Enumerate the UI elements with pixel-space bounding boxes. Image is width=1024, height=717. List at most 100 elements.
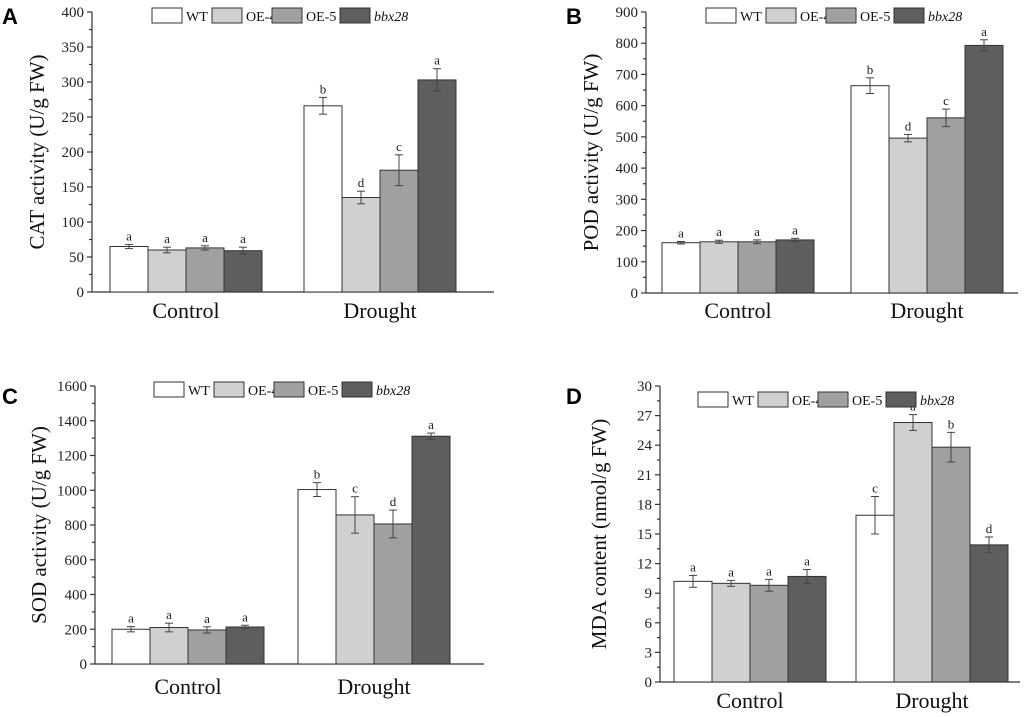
y-tick-label: 350	[62, 40, 85, 56]
bar-oe-5-control	[749, 584, 789, 683]
bar-oe-4-drought	[893, 422, 933, 683]
legend-label: WT	[732, 394, 754, 409]
bar-oe-4-drought	[341, 197, 381, 293]
significance-label: a	[164, 231, 170, 246]
significance-label: a	[434, 53, 440, 68]
chart-panel-b: B 0 100 200 300 400 500 600 700 800 900 POD activit…	[566, 4, 1018, 323]
y-tick-label: 30	[637, 379, 652, 395]
y-tick-label: 0	[77, 285, 85, 301]
significance-label: a	[728, 564, 734, 579]
bar-wt-drought	[850, 85, 890, 294]
legend-swatch-bbx28	[341, 381, 373, 398]
y-tick-label: 0	[645, 675, 653, 691]
chart-panel-d: D 0 3 6 9 12 15 18 21 24 27 30 MDA content (nmol/g F…	[566, 379, 1020, 713]
panel-letter: B	[566, 4, 582, 29]
significance-label: b	[320, 81, 327, 96]
significance-label: a	[804, 554, 810, 569]
legend-label: bbx28	[920, 394, 954, 409]
significance-label: b	[948, 416, 955, 431]
significance-label: a	[126, 228, 132, 243]
bar-wt-drought	[297, 489, 337, 665]
legend: WT OE-4 OE-5 bbx28	[153, 381, 410, 399]
y-axis-title: MDA content (nmol/g FW)	[587, 419, 611, 649]
legend-label: bbx28	[928, 10, 962, 25]
significance-label: c	[396, 139, 402, 154]
legend-swatch-bbx28	[339, 7, 371, 24]
y-tick-label: 0	[80, 657, 88, 673]
legend-swatch-oe-4	[211, 7, 243, 24]
legend-swatch-oe-4	[757, 391, 789, 408]
y-tick-label: 6	[645, 616, 653, 632]
legend-label: OE-5	[852, 394, 882, 409]
significance-label: a	[981, 24, 987, 39]
bar-oe-5-drought	[931, 446, 971, 683]
legend-swatch-oe-5	[817, 391, 849, 408]
bar-oe-5-drought	[379, 169, 419, 293]
significance-label: a	[792, 222, 798, 237]
chart-panel-c: C 0 200 400 600 800 1000 1200 1400 1600 SOD activi…	[2, 379, 484, 699]
bar-oe-4-drought	[888, 137, 928, 294]
legend-label: OE-5	[860, 10, 890, 25]
legend-label: bbx28	[376, 384, 410, 399]
y-tick-label: 100	[62, 215, 85, 231]
y-tick-label: 1200	[57, 449, 87, 465]
legend-label: WT	[186, 10, 208, 25]
significance-label: c	[352, 481, 358, 496]
legend-label: OE-5	[306, 10, 336, 25]
bar-wt-control	[661, 242, 701, 294]
y-tick-label: 1600	[57, 379, 87, 395]
y-tick-label: 18	[637, 497, 652, 513]
legend-swatch-wt	[151, 7, 183, 24]
y-tick-label: 27	[637, 409, 653, 425]
y-tick-label: 12	[637, 557, 652, 573]
legend-label: WT	[740, 10, 762, 25]
y-tick-label: 400	[62, 5, 85, 21]
y-tick-label: 600	[616, 99, 639, 115]
y-tick-label: 3	[645, 645, 653, 661]
y-tick-label: 200	[65, 622, 88, 638]
bar-oe-5-drought	[373, 523, 413, 665]
bar-bbx28-control	[787, 575, 827, 683]
significance-label: d	[905, 118, 912, 133]
bar-oe-5-drought	[926, 117, 966, 294]
y-tick-label: 150	[62, 180, 85, 196]
legend: WT OE-4 OE-5 bbx28	[151, 7, 408, 25]
panel-letter: A	[2, 4, 18, 29]
y-tick-label: 50	[69, 250, 84, 266]
bar-oe-4-control	[147, 249, 187, 293]
y-tick-label: 21	[637, 468, 652, 484]
x-category-label: Drought	[343, 298, 416, 323]
significance-label: a	[690, 559, 696, 574]
bar-oe-4-drought	[335, 514, 375, 665]
chart-panel-a: A 0 50 100 150 200 250 300 350 400 CAT activity (U…	[2, 4, 494, 323]
y-axis-title: SOD activity (U/g FW)	[27, 426, 51, 624]
y-tick-label: 100	[616, 255, 639, 271]
legend: WT OE-4 OE-5 bbx28	[705, 7, 962, 25]
x-category-label: Control	[704, 298, 771, 323]
bar-oe-5-control	[737, 241, 777, 294]
significance-label: b	[314, 467, 321, 482]
legend-swatch-wt	[697, 391, 729, 408]
y-tick-label: 200	[616, 224, 639, 240]
y-axis-title: CAT activity (U/g FW)	[25, 54, 49, 249]
bar-wt-control	[111, 628, 151, 665]
legend-label: OE-4	[246, 10, 276, 25]
significance-label: a	[204, 611, 210, 626]
significance-label: c	[943, 93, 949, 108]
bar-oe-4-control	[149, 627, 189, 665]
bar-bbx28-drought	[411, 435, 451, 665]
x-category-label: Drought	[337, 674, 410, 699]
significance-label: a	[428, 417, 434, 432]
y-tick-label: 200	[62, 145, 85, 161]
legend: WT OE-4 OE-5 bbx28	[697, 391, 954, 409]
legend-label: OE-4	[248, 384, 278, 399]
significance-label: a	[202, 230, 208, 245]
legend-label: OE-4	[800, 10, 830, 25]
significance-label: a	[766, 563, 772, 578]
y-tick-label: 500	[616, 130, 639, 146]
legend-label: WT	[188, 384, 210, 399]
legend-label: OE-5	[308, 384, 338, 399]
legend-swatch-wt	[705, 7, 737, 24]
significance-label: a	[754, 224, 760, 239]
